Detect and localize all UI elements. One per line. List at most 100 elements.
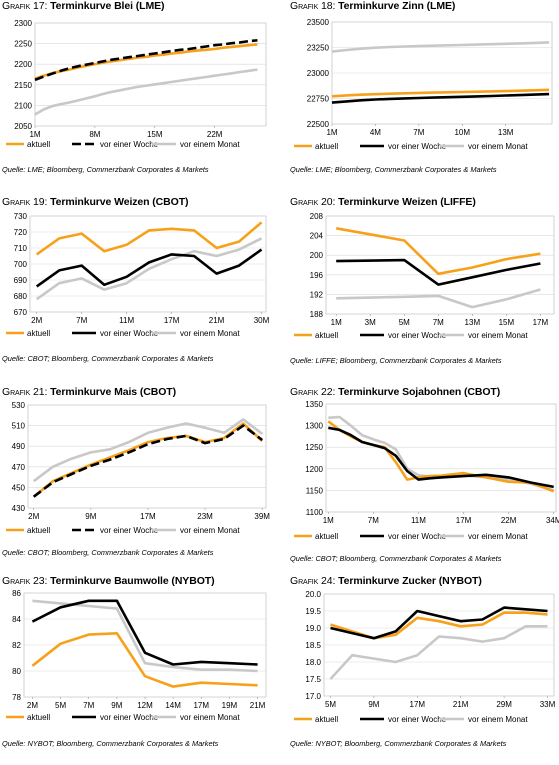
legend-label: vor einer Woche [388,532,447,541]
chart-panel: Grafik 18: Terminkurve Zinn (LME) 22500 22… [290,0,559,190]
legend-label: vor einer Woche [100,526,159,535]
series-line-woche [336,258,541,286]
x-tick-label: 11M [119,316,134,325]
chart-number: Grafik 18: [290,0,336,12]
legend-label: aktuell [27,329,50,338]
y-tick-label: 530 [12,401,26,410]
y-tick-label: 19.5 [305,607,321,616]
y-tick-label: 23250 [307,44,330,53]
chart-source: Quelle: NYBOT; Bloomberg, Commerzbank Co… [2,739,219,748]
x-tick-label: 2M [31,316,42,325]
legend-label: aktuell [315,532,338,541]
plot-frame [27,404,267,509]
x-tick-label: 13M [498,128,514,137]
legend-label: vor einer Woche [388,142,447,151]
chart-title-text: Terminkurve Weizen (LIFFE) [335,196,476,208]
y-tick-label: 18.0 [305,658,321,667]
chart-svg: 2050 2100 2150 2200 2250 2300 1M 8M 15M 22M aktuel… [6,19,267,149]
legend-label: vor einer Woche [388,331,447,340]
y-tick-label: 1150 [306,486,324,495]
y-tick-label: 2250 [14,40,32,49]
y-tick-label: 710 [14,244,28,253]
x-tick-label: 17M [193,701,209,710]
chart-panel: Grafik 21: Terminkurve Mais (CBOT) 430 450… [2,386,274,576]
chart-source: Quelle: LIFFE; Bloomberg, Commerzbank Co… [290,356,502,365]
legend-label: vor einer Woche [100,140,159,149]
y-tick-label: 510 [12,422,26,431]
chart-svg: 17.0 17.5 18.0 18.5 19.0 19.5 20.0 5M 9M 17M 21M 29… [294,590,556,724]
chart-number: Grafik 23: [2,575,48,587]
chart-number: Grafik 20: [290,196,336,208]
series-line-monat [32,418,263,483]
chart-source: Quelle: NYBOT; Bloomberg, Commerzbank Co… [290,739,507,748]
y-tick-label: 84 [12,615,21,624]
series-line-aktuell [35,221,263,256]
chart-panel: Grafik 20: Terminkurve Weizen (LIFFE) 188… [290,196,559,386]
chart-number: Grafik 24: [290,575,336,587]
x-tick-label: 15M [499,318,515,327]
x-tick-label: 5M [55,701,66,710]
y-tick-label: 490 [12,442,26,451]
x-tick-label: 21M [453,700,469,709]
legend-label: vor einem Monat [468,532,528,541]
x-tick-label: 4M [370,128,381,137]
x-tick-label: 10M [454,128,470,137]
y-tick-label: 82 [12,641,21,650]
y-tick-label: 450 [12,483,26,492]
chart-source: Quelle: CBOT; Bloomberg, Commerzbank Cor… [290,554,502,563]
y-tick-label: 2150 [14,81,32,90]
series-line-monat [32,599,258,673]
y-tick-label: 22750 [307,95,330,104]
y-tick-label: 2100 [14,101,32,110]
x-tick-label: 1M [326,128,337,137]
chart-title: Grafik 19: Terminkurve Weizen (CBOT) [2,196,189,208]
x-tick-label: 33M [540,700,556,709]
y-tick-label: 690 [14,276,28,285]
x-tick-label: 22M [501,516,517,525]
y-tick-label: 670 [14,308,28,317]
x-tick-label: 1M [29,130,40,139]
chart-title-text: Terminkurve Blei (LME) [47,0,165,12]
y-tick-label: 17.0 [305,692,321,701]
x-tick-label: 2M [27,701,38,710]
chart-number: Grafik 22: [290,386,336,398]
y-tick-label: 2050 [14,122,32,131]
x-tick-label: 17M [533,318,549,327]
x-tick-label: 13M [465,318,481,327]
series-line-monat [336,288,541,309]
chart-panel: Grafik 17: Terminkurve Blei (LME) 2050 210… [2,0,274,190]
chart-source: Quelle: CBOT; Bloomberg, Commerzbank Cor… [2,548,214,557]
x-tick-label: 30M [254,316,270,325]
legend-label: aktuell [315,331,338,340]
x-tick-label: 17M [140,512,156,521]
x-tick-label: 1M [323,516,334,525]
series-line-woche [34,39,258,82]
x-tick-label: 15M [147,130,163,139]
x-tick-label: 39M [254,512,270,521]
x-tick-label: 7M [76,316,87,325]
legend-label: vor einem Monat [180,713,240,722]
series-line-monat [331,41,550,53]
y-tick-label: 188 [310,310,324,319]
chart-svg: 670 680 690 700 710 720 730 2M 7M 11M 17M 21M 30M akt… [6,212,270,338]
legend-label: vor einem Monat [468,331,528,340]
y-tick-label: 23000 [307,69,330,78]
legend-label: vor einem Monat [468,142,528,151]
y-tick-label: 20.0 [305,590,321,599]
y-tick-label: 18.5 [305,641,321,650]
y-tick-label: 208 [310,212,324,221]
series-line-woche [328,426,554,489]
y-tick-label: 204 [310,232,324,241]
legend-label: vor einem Monat [468,715,528,724]
x-tick-label: 12M [137,701,153,710]
chart-title-text: Terminkurve Weizen (CBOT) [47,196,189,208]
y-tick-label: 19.0 [305,624,321,633]
series-line-monat [329,624,548,680]
series-line-woche [31,599,258,666]
y-tick-label: 1100 [306,508,324,517]
legend-label: vor einer Woche [100,713,159,722]
chart-number: Grafik 21: [2,386,48,398]
chart-title-text: Terminkurve Zucker (NYBOT) [335,575,482,587]
x-tick-label: 11M [411,516,426,525]
legend-label: aktuell [27,713,50,722]
